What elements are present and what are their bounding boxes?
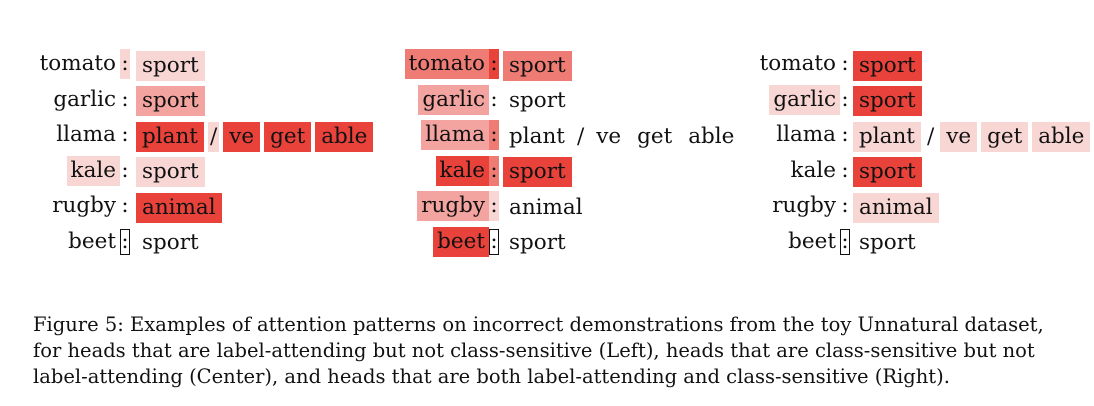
colon-token: : <box>489 120 499 150</box>
input-word-token: garlic <box>769 84 840 115</box>
label-token: ve <box>596 123 622 149</box>
colon-token: : <box>841 86 849 112</box>
label-token: sport <box>503 50 572 81</box>
label-tokens: sport <box>136 47 205 83</box>
input-word-token: kale <box>66 155 120 186</box>
label-token: sport <box>853 50 922 81</box>
label-token: able <box>315 121 374 152</box>
label-token: animal <box>853 192 939 223</box>
input-word-token: kale <box>435 155 489 186</box>
colon-token: : <box>841 157 849 183</box>
label-tokens: sport <box>136 154 205 190</box>
label-tokens: sport <box>136 225 205 261</box>
input-word-token: garlic <box>418 84 489 115</box>
label-token: sport <box>853 86 922 117</box>
label-tokens: sport <box>853 83 922 119</box>
label-token: / <box>576 123 585 149</box>
colon-token: : <box>120 49 130 79</box>
label-token: sport <box>136 50 205 81</box>
input-word-token: llama <box>56 122 116 147</box>
label-tokens: sport <box>503 154 572 190</box>
label-token: ve <box>940 121 978 152</box>
colon-token: : <box>489 49 499 79</box>
label-token: ve <box>223 121 261 152</box>
query-colon-token: : <box>489 228 499 255</box>
label-token: plant <box>136 121 204 152</box>
colon-token: : <box>121 122 129 147</box>
label-tokens: plant / ve get able <box>853 118 1091 154</box>
label-tokens: sport <box>853 47 922 83</box>
colon-token: : <box>489 191 499 221</box>
input-word-token: rugby <box>772 193 836 218</box>
label-token: sport <box>509 88 566 114</box>
label-token: / <box>926 123 935 149</box>
input-word-token: beet <box>788 228 836 254</box>
input-word-token: tomato <box>404 49 489 79</box>
label-token: sport <box>853 157 922 188</box>
label-tokens: animal <box>853 189 939 225</box>
colon-token: : <box>841 122 849 147</box>
label-tokens: sport <box>853 154 922 190</box>
label-token: able <box>688 123 735 149</box>
label-tokens: sport <box>503 225 572 261</box>
label-token: sport <box>142 230 199 256</box>
input-word-token: tomato <box>759 51 836 76</box>
colon-token: : <box>841 193 849 218</box>
query-colon-token: : <box>840 228 850 255</box>
label-token: plant <box>853 121 921 152</box>
input-word-token: llama <box>421 120 489 150</box>
label-tokens: sport <box>853 225 922 261</box>
colon-token: : <box>121 86 129 112</box>
label-tokens: plant / ve get able <box>503 118 740 154</box>
label-token: get <box>264 121 312 152</box>
label-token: sport <box>509 230 566 256</box>
colon-token: : <box>121 193 129 218</box>
label-token: sport <box>859 230 916 256</box>
input-word-token: tomato <box>39 51 116 76</box>
input-word-token: kale <box>790 157 836 183</box>
label-token: get <box>637 123 673 149</box>
query-colon-token: : <box>120 228 130 255</box>
label-token: sport <box>503 157 572 188</box>
input-word-token: rugby <box>417 191 489 221</box>
input-word-token: rugby <box>52 193 116 218</box>
label-token: animal <box>509 194 583 220</box>
label-token: sport <box>136 86 205 117</box>
label-tokens: animal <box>503 189 589 225</box>
colon-token: : <box>841 51 849 76</box>
input-word-token: beet <box>433 226 489 257</box>
colon-token: : <box>490 86 498 112</box>
label-tokens: sport <box>503 47 572 83</box>
label-token: sport <box>136 157 205 188</box>
label-token: able <box>1032 121 1091 152</box>
input-word-token: beet <box>68 228 116 254</box>
label-tokens: sport <box>503 83 572 119</box>
label-token: get <box>981 121 1029 152</box>
label-token: / <box>207 121 220 152</box>
figure-caption: Figure 5: Examples of attention patterns… <box>33 313 1044 388</box>
input-word-token: llama <box>776 122 836 147</box>
label-token: animal <box>136 192 222 223</box>
label-tokens: plant / ve get able <box>136 118 374 154</box>
colon-token: : <box>489 155 499 186</box>
input-word-token: garlic <box>53 86 116 112</box>
label-token: plant <box>509 123 565 149</box>
colon-token: : <box>121 157 129 183</box>
label-tokens: animal <box>136 189 222 225</box>
label-tokens: sport <box>136 83 205 119</box>
